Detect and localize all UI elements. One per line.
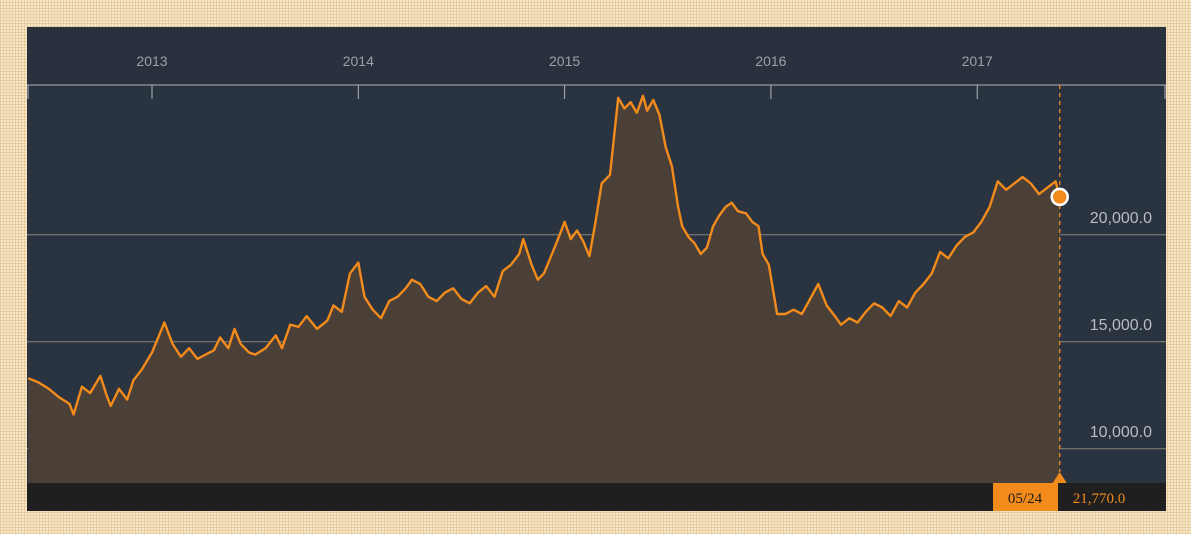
year-label-2013: 2013 — [136, 53, 167, 69]
year-label-2014: 2014 — [343, 53, 374, 69]
current-date-label: 05/24 — [1008, 491, 1043, 507]
axis-band — [27, 27, 1166, 85]
y-tick-label-20000: 20,000.0 — [1090, 210, 1152, 227]
chart-container: 2013 2014 2015 2016 2017 20,000.0 15,000.0 10,… — [27, 27, 1166, 511]
series-area — [28, 95, 1060, 483]
series-line — [27, 94, 1061, 416]
current-value-tag: 05/24 21,770.0 — [993, 472, 1141, 511]
current-date-pointer — [1052, 472, 1067, 483]
footer-bar — [27, 483, 1166, 511]
value-tag-box — [1058, 483, 1141, 511]
year-label-2015: 2015 — [549, 53, 580, 69]
date-tag-box — [993, 483, 1058, 511]
y-tick-label-10000: 10,000.0 — [1090, 424, 1152, 441]
year-label-2017: 2017 — [962, 53, 993, 69]
current-value-marker[interactable] — [1050, 187, 1069, 207]
price-chart[interactable]: 2013 2014 2015 2016 2017 20,000.0 15,000.0 10,… — [27, 27, 1166, 511]
y-tick-label-15000: 15,000.0 — [1090, 317, 1152, 334]
year-label-2016: 2016 — [755, 53, 786, 69]
current-value-label: 21,770.0 — [1073, 491, 1126, 507]
